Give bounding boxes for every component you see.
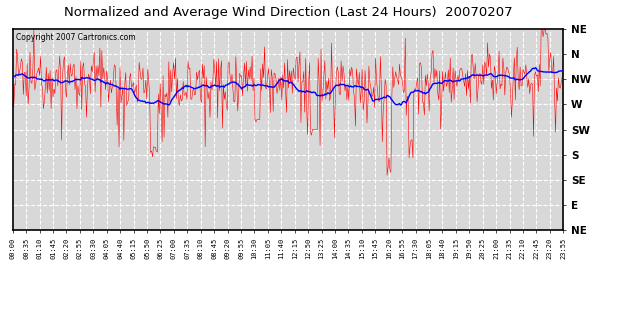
Text: Normalized and Average Wind Direction (Last 24 Hours)  20070207: Normalized and Average Wind Direction (L… (64, 6, 512, 20)
Text: Copyright 2007 Cartronics.com: Copyright 2007 Cartronics.com (15, 33, 135, 42)
